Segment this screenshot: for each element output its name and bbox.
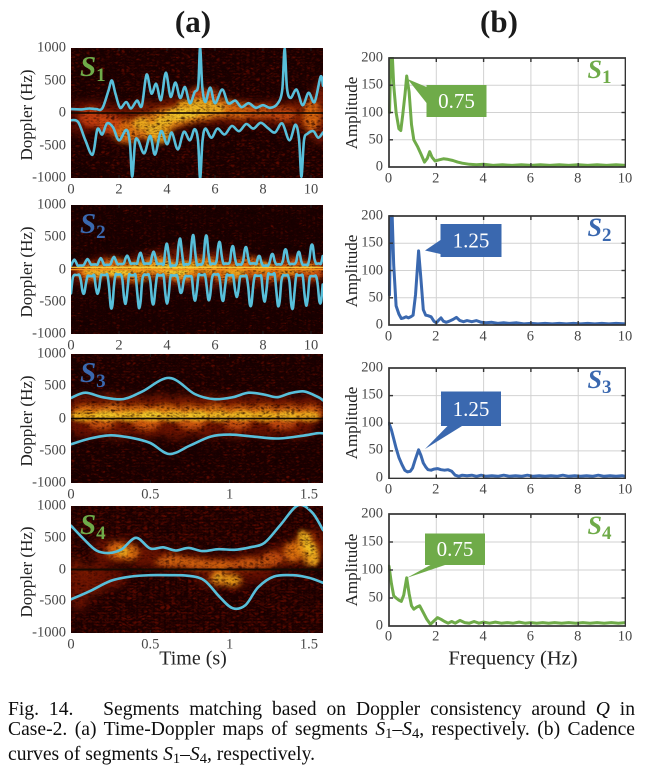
svg-text:0.75: 0.75 [438, 89, 475, 113]
svg-text:0.75: 0.75 [436, 537, 473, 561]
svg-text:1.25: 1.25 [452, 396, 489, 420]
svg-text:1.25: 1.25 [452, 229, 489, 253]
